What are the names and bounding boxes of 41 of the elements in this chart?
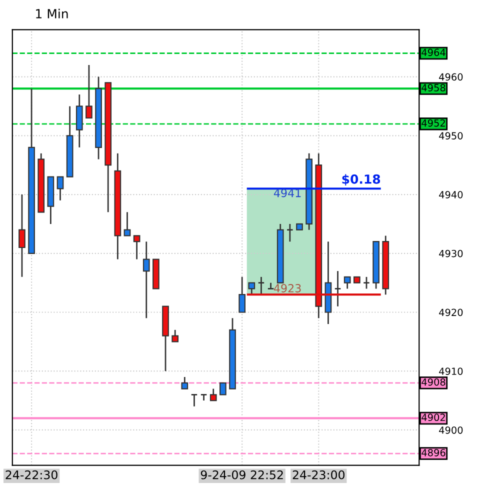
candlestick bbox=[200, 394, 208, 402]
candlestick bbox=[238, 276, 246, 313]
candlestick bbox=[362, 276, 370, 290]
annotation: 4941 bbox=[274, 188, 301, 198]
x-tick-label: 9-24-09 22:52 bbox=[200, 470, 283, 480]
candlestick bbox=[76, 94, 83, 148]
candlestick bbox=[18, 194, 26, 278]
candlestick bbox=[181, 376, 188, 390]
candlestick bbox=[142, 240, 150, 319]
y-tick-label: 4920 bbox=[439, 308, 463, 316]
ref-line-label: 4902 bbox=[422, 414, 445, 422]
candlestick bbox=[124, 211, 131, 236]
candlestick bbox=[286, 223, 294, 242]
ref-line-label: 4908 bbox=[422, 378, 446, 386]
band-label: $0.18 bbox=[342, 174, 380, 186]
candlestick bbox=[344, 276, 351, 290]
x-tick-label: 24-22:30 bbox=[6, 470, 58, 480]
ref-line-label: 4952 bbox=[422, 119, 445, 127]
y-tick-label: 4940 bbox=[439, 191, 463, 198]
ref-line-label: 4964 bbox=[422, 48, 446, 56]
y-tick-label: 4900 bbox=[439, 426, 463, 434]
ref-line-label: 4958 bbox=[422, 84, 446, 92]
candlestick bbox=[190, 394, 198, 408]
candlestick bbox=[210, 388, 217, 402]
candlestick bbox=[334, 270, 342, 308]
y-tick-label: 4950 bbox=[439, 132, 463, 140]
y-tick-label: 4910 bbox=[439, 368, 463, 375]
annotation: 4923 bbox=[274, 284, 301, 292]
y-tick-label: 4960 bbox=[439, 73, 463, 81]
candlestick bbox=[172, 329, 179, 342]
candlestick bbox=[86, 64, 92, 119]
candlestick bbox=[220, 382, 226, 396]
ref-line-label: 4896 bbox=[422, 448, 446, 456]
candlestick bbox=[248, 282, 256, 296]
y-tick-label: 4930 bbox=[439, 250, 463, 258]
x-tick-label: 24-23:00 bbox=[292, 470, 345, 480]
candlestick bbox=[56, 176, 64, 202]
chart-title: 1 Min bbox=[36, 8, 68, 18]
candlestick bbox=[133, 235, 140, 260]
candlestick bbox=[267, 282, 274, 290]
candlestick bbox=[258, 276, 265, 296]
